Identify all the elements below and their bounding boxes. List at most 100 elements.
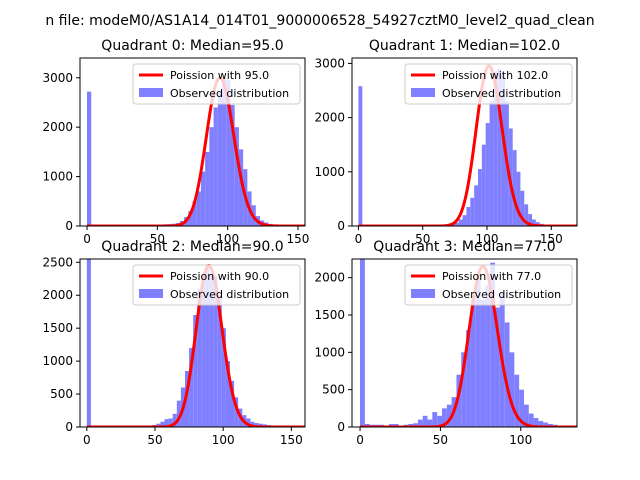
histogram-bar xyxy=(437,415,442,427)
histogram-bar xyxy=(514,374,520,427)
x-tick-label: 100 xyxy=(216,232,239,246)
subplot-title: Quadrant 3: Median=77.0 xyxy=(373,239,555,255)
histogram-bar xyxy=(485,285,491,427)
histogram-bar xyxy=(87,91,92,226)
histogram-bar xyxy=(524,204,529,226)
histogram-bar xyxy=(509,352,515,427)
legend-observed-swatch xyxy=(139,289,163,298)
histogram-bar xyxy=(475,277,481,427)
y-tick-label: 0 xyxy=(337,219,345,233)
histogram-bar xyxy=(462,215,467,226)
histogram-bar xyxy=(360,259,365,427)
x-tick-label: 0 xyxy=(356,433,364,447)
histogram-bar xyxy=(528,214,532,226)
y-tick-label: 1000 xyxy=(42,354,73,368)
legend-observed-swatch xyxy=(411,88,435,97)
legend-box xyxy=(404,264,573,306)
legend-box xyxy=(132,264,301,306)
x-tick-label: 150 xyxy=(280,433,303,447)
histogram-bar xyxy=(458,219,463,226)
y-tick-label: 1000 xyxy=(314,165,345,179)
histogram-bar xyxy=(466,207,471,226)
histogram-bar xyxy=(474,185,478,226)
histogram-bar xyxy=(532,219,536,226)
legend: Poission with 102.0 Observed distribution xyxy=(404,63,573,105)
y-tick-label: 1000 xyxy=(314,345,345,359)
y-tick-label: 2000 xyxy=(42,288,73,302)
x-tick-label: 100 xyxy=(509,433,532,447)
y-tick-label: 500 xyxy=(322,383,345,397)
histogram-bar xyxy=(193,315,198,427)
histogram-bar xyxy=(189,347,194,427)
histogram-bar xyxy=(538,421,544,427)
histogram-bar xyxy=(533,418,539,427)
y-tick-label: 0 xyxy=(65,219,73,233)
subplot-title: Quadrant 0: Median=95.0 xyxy=(101,38,283,54)
histogram-bar xyxy=(192,201,197,226)
legend: Poission with 90.0 Observed distribution xyxy=(132,264,301,306)
legend-observed-label: Observed distribution xyxy=(442,288,561,301)
histogram-bar xyxy=(205,151,210,226)
histogram-bar xyxy=(160,421,165,427)
histogram-bar xyxy=(205,265,210,427)
x-tick-label: 0 xyxy=(83,433,91,447)
histogram-bar xyxy=(480,300,486,427)
legend-observed-swatch xyxy=(411,289,435,298)
histogram-bar xyxy=(222,77,227,226)
histogram-bar xyxy=(495,307,500,427)
axes-frame xyxy=(79,258,306,428)
legend-box xyxy=(404,63,573,105)
histogram-bar xyxy=(234,397,239,427)
axes-frame xyxy=(79,57,306,227)
histogram-bar xyxy=(442,408,447,427)
histogram-bar xyxy=(221,328,226,427)
legend-poisson-label: Poission with 102.0 xyxy=(442,69,548,82)
y-tick-label: 3000 xyxy=(314,56,345,70)
y-tick-label: 500 xyxy=(50,387,73,401)
histogram-bar xyxy=(504,322,510,427)
histogram-bar xyxy=(490,262,496,427)
histogram-bar xyxy=(164,419,169,427)
histogram-bar xyxy=(535,222,540,226)
histogram-bar xyxy=(86,259,91,427)
histogram-bar xyxy=(200,171,206,226)
legend-observed-label: Observed distribution xyxy=(442,87,561,100)
histogram-bar xyxy=(485,123,490,226)
subplot-quadrant-0: 0 50 100 150 0 1000 2000 3000 Quadrant 0: Median… xyxy=(42,38,309,246)
x-tick-label: 50 xyxy=(150,232,165,246)
x-tick-label: 150 xyxy=(287,232,310,246)
histogram-bar xyxy=(234,127,239,226)
histogram-bar xyxy=(209,127,214,226)
histogram-bar xyxy=(188,211,193,226)
histogram-bar xyxy=(258,423,263,427)
histogram-bar xyxy=(512,150,517,226)
legend-poisson-label: Poission with 95.0 xyxy=(170,69,269,82)
histogram-bar xyxy=(250,421,255,427)
legend-box xyxy=(132,63,301,105)
histogram-bar xyxy=(543,422,549,427)
histogram-bar xyxy=(209,275,214,427)
legend-poisson-label: Poission with 90.0 xyxy=(170,270,269,283)
histogram-bar xyxy=(516,171,521,226)
legend-observed-swatch xyxy=(139,88,163,97)
histogram-bar xyxy=(497,68,502,226)
y-tick-label: 0 xyxy=(337,420,345,434)
x-tick-label: 50 xyxy=(433,433,448,447)
y-tick-label: 2000 xyxy=(314,271,345,285)
poisson-curve xyxy=(86,76,305,226)
histogram-bar xyxy=(196,191,201,226)
histogram-bar xyxy=(213,275,218,427)
histogram-bar xyxy=(185,371,190,427)
y-tick-label: 0 xyxy=(65,420,73,434)
histogram-bar xyxy=(226,80,231,226)
histogram-bar xyxy=(168,418,173,427)
subplot-quadrant-1: 0 50 100 150 0 1000 2000 3000 Quadrant 1: Median… xyxy=(314,38,578,246)
plot-area xyxy=(360,259,577,427)
histogram-bar xyxy=(172,413,177,427)
y-tick-label: 1500 xyxy=(42,321,73,335)
histogram-bar xyxy=(470,300,476,427)
histogram-bar xyxy=(466,329,471,427)
histogram-bar xyxy=(523,404,529,427)
